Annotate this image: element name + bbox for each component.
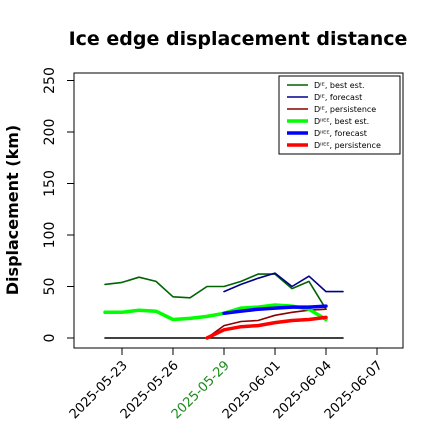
chart-title: Ice edge displacement distance — [69, 28, 408, 50]
legend-label: Dᴵᴵᴱᴱ, persistence — [314, 141, 381, 150]
y-tick-label: 200 — [42, 119, 58, 146]
y-tick-label: 150 — [42, 170, 58, 197]
series-layer — [103, 272, 344, 340]
y-tick-label: 100 — [42, 222, 58, 249]
legend: Dᴵᴱ, best est. Dᴵᴱ, forecast Dᴵᴱ, persiste… — [278, 75, 401, 155]
series-line-d-persistence — [205, 315, 328, 340]
series-line-d-best-est — [104, 273, 327, 311]
x-axis: 2025-05-232025-05-262025-05-292025-06-01… — [67, 348, 386, 422]
legend-label: Dᴵᴵᴱᴱ, forecast — [314, 129, 367, 138]
legend-box — [278, 75, 401, 155]
series-line-d-persistence — [206, 308, 327, 339]
y-axis-label: Displacement (km) — [3, 125, 22, 295]
legend-label: Dᴵᴱ, best est. — [314, 81, 365, 90]
series-line-d-forecast — [223, 272, 344, 293]
legend-label: Dᴵᴱ, persistence — [314, 105, 376, 114]
legend-label: Dᴵᴱ, forecast — [314, 93, 362, 102]
y-axis: 0 50 100 150 200 250 — [42, 67, 74, 342]
plot-area — [73, 72, 404, 349]
y-tick-label: 250 — [42, 67, 58, 94]
legend-label: Dᴵᴵᴱᴱ, best est. — [314, 117, 369, 126]
y-tick-label: 50 — [42, 278, 58, 296]
y-tick-label: 0 — [42, 334, 58, 343]
series-line-d-forecast — [222, 304, 328, 316]
